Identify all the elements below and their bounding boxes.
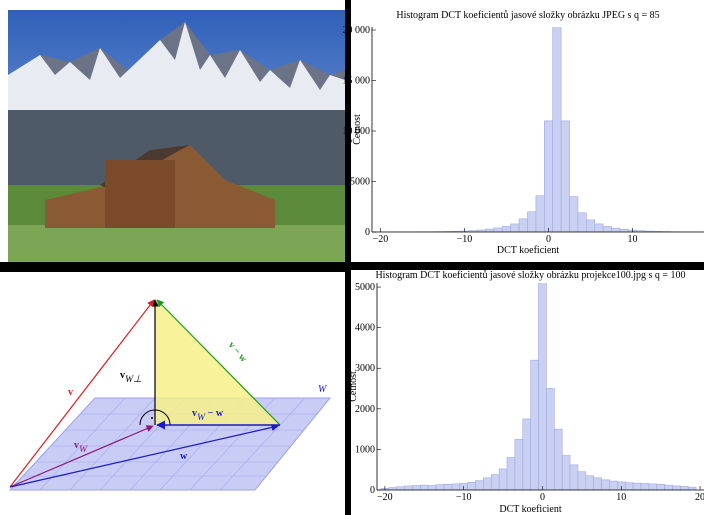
bar: [554, 429, 562, 490]
bar: [420, 485, 428, 490]
bar: [485, 229, 493, 232]
y-tick-label: 5000: [350, 177, 370, 188]
y-axis-label: Četnost: [351, 114, 363, 145]
bar: [633, 483, 641, 490]
bar: [405, 486, 413, 490]
x-tick-label: 10: [616, 492, 626, 503]
bar: [570, 197, 578, 232]
bar: [620, 229, 628, 232]
y-tick-label: 0: [370, 485, 375, 496]
bar: [475, 481, 483, 490]
bar: [603, 226, 611, 232]
diagram-label: w: [180, 451, 188, 462]
x-tick-label: −10: [457, 234, 473, 245]
x-tick-label: 10: [628, 234, 638, 245]
bar: [436, 485, 444, 490]
bar: [412, 486, 420, 490]
x-tick-label: −10: [456, 492, 472, 503]
x-tick-label: 0: [546, 234, 551, 245]
bar: [562, 456, 570, 491]
y-tick-label: 0: [365, 227, 370, 238]
photo: [8, 10, 345, 262]
page: vvW⊥v − wWvW − wvWw 0500010 00015 00020 …: [0, 0, 704, 515]
y-tick-label: 2000: [355, 404, 375, 415]
bar: [428, 486, 436, 490]
y-tick-label: 5000: [355, 282, 375, 293]
bar: [570, 465, 578, 490]
bar: [641, 484, 649, 490]
label-subscript: W: [79, 444, 88, 455]
x-tick-label: −20: [373, 234, 389, 245]
bar: [502, 226, 510, 232]
chart-title: Histogram DCT koeficientů jasové složky …: [375, 270, 685, 281]
bar: [546, 389, 554, 490]
bar: [672, 486, 680, 490]
chart-title: Histogram DCT koeficientů jasové složky …: [396, 10, 659, 21]
bar: [544, 121, 552, 232]
bar: [519, 219, 527, 232]
bar: [586, 220, 594, 232]
x-tick-label: 20: [695, 492, 704, 503]
bar: [594, 478, 602, 490]
bar: [511, 224, 519, 232]
bar: [657, 484, 665, 490]
y-tick-label: 4000: [355, 323, 375, 334]
bar: [468, 482, 476, 490]
x-axis-label: DCT koeficient: [497, 245, 560, 256]
bar: [483, 478, 491, 490]
bar: [609, 481, 617, 490]
bar: [499, 469, 507, 490]
x-axis-label: DCT koeficient: [499, 504, 562, 515]
bar: [515, 439, 523, 490]
bar: [523, 419, 531, 490]
y-tick-label: 1000: [355, 444, 375, 455]
diagram-label: v: [68, 387, 73, 398]
x-tick-label: 0: [540, 492, 545, 503]
bar: [649, 484, 657, 490]
bar: [586, 476, 594, 490]
bar: [536, 196, 544, 232]
bar: [578, 213, 586, 232]
separator: [351, 262, 704, 270]
bar: [665, 485, 673, 490]
bar: [507, 458, 515, 490]
bar: [561, 121, 569, 232]
bar: [494, 228, 502, 232]
bar: [527, 212, 535, 232]
separator: [0, 262, 351, 272]
bar: [680, 486, 688, 490]
label-text: − w: [205, 408, 224, 419]
bar: [397, 487, 405, 490]
bar: [625, 483, 633, 490]
y-tick-label: 15 000: [343, 76, 371, 87]
bar: [602, 480, 610, 490]
bar: [612, 228, 620, 232]
label-text: v: [68, 387, 73, 398]
bar: [688, 487, 696, 490]
bar: [491, 475, 499, 490]
bar: [452, 484, 460, 490]
bar: [444, 484, 452, 490]
bar: [578, 472, 586, 490]
y-axis-label: Četnost: [347, 371, 359, 402]
bar: [531, 360, 539, 490]
bar: [539, 263, 547, 490]
bar: [595, 224, 603, 232]
label-subscript: W⊥: [125, 374, 142, 385]
label-text: w: [180, 451, 188, 462]
y-tick-label: 20 000: [343, 25, 371, 36]
bar: [553, 0, 561, 232]
x-tick-label: −20: [377, 492, 393, 503]
